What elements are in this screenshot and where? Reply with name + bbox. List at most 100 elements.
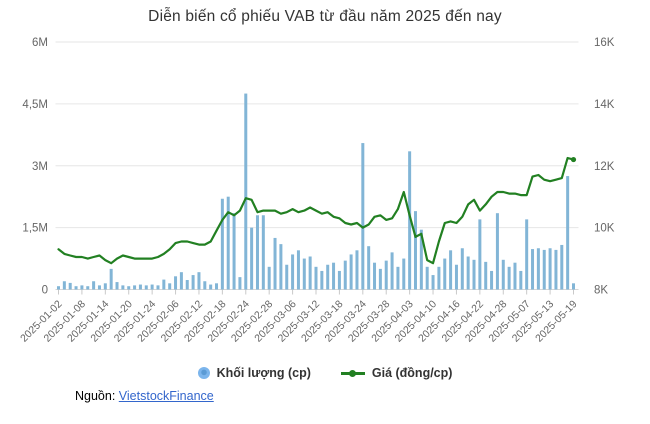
price-line-end-dot — [570, 156, 577, 163]
volume-bar — [320, 270, 324, 290]
volume-bar — [156, 285, 160, 290]
volume-bar — [437, 266, 441, 290]
volume-bar — [215, 283, 219, 290]
volume-bar — [507, 266, 511, 290]
volume-bar — [127, 286, 131, 290]
volume-bar — [361, 143, 365, 290]
volume-bar — [80, 285, 84, 290]
volume-bar — [244, 93, 248, 290]
right-axis-tick-label: 10K — [594, 223, 615, 235]
volume-bar — [250, 227, 254, 290]
source-link[interactable]: VietstockFinance — [118, 389, 214, 403]
chart-title: Diễn biến cổ phiếu VAB từ đầu năm 2025 đ… — [148, 8, 502, 25]
price-series-marker-icon — [340, 367, 365, 379]
left-axis-tick-label: 4,5M — [22, 99, 48, 111]
volume-bar — [554, 249, 558, 290]
volume-bar — [238, 277, 242, 290]
volume-bar — [531, 249, 535, 290]
volume-bar — [490, 270, 494, 290]
volume-bar — [501, 259, 505, 290]
volume-bar — [572, 283, 575, 290]
volume-bar — [109, 268, 113, 290]
right-axis-tick-label: 8K — [594, 285, 608, 297]
volume-bar — [419, 229, 423, 290]
left-axis-tick-label: 1,5M — [22, 223, 48, 235]
volume-bar — [296, 250, 300, 290]
volume-bar — [326, 264, 330, 290]
volume-bar — [373, 262, 377, 290]
volume-bar — [121, 285, 125, 290]
left-axis-tick-label: 6M — [32, 37, 48, 49]
volume-bar — [349, 254, 353, 290]
volume-bar — [431, 275, 435, 290]
volume-bar — [466, 256, 470, 290]
legend-label-volume: Khối lượng (cp) — [216, 366, 311, 380]
volume-bar — [472, 259, 476, 290]
volume-bar — [443, 258, 447, 290]
volume-bar — [86, 286, 90, 290]
volume-bar — [232, 213, 236, 290]
legend-label-price: Giá (đồng/cp) — [371, 366, 453, 380]
volume-bar — [185, 280, 189, 290]
volume-bar — [513, 262, 517, 290]
volume-bar — [197, 272, 201, 290]
legend-item-volume[interactable]: Khối lượng (cp) — [197, 366, 311, 380]
volume-bar — [273, 237, 277, 290]
volume-bar — [115, 282, 119, 290]
volume-bar — [174, 276, 178, 290]
volume-bar — [413, 211, 417, 290]
volume-bar — [566, 176, 570, 290]
volume-series-marker-icon — [197, 367, 210, 379]
volume-bar — [519, 270, 523, 290]
volume-bar — [454, 264, 458, 290]
volume-bar — [255, 215, 259, 290]
volume-bar — [542, 249, 546, 290]
volume-bar — [337, 270, 341, 290]
volume-bar — [314, 266, 318, 290]
volume-bar — [402, 258, 406, 290]
volume-bar — [279, 244, 283, 290]
volume-bar — [97, 285, 101, 290]
volume-bar — [162, 279, 166, 290]
volume-bar — [226, 196, 230, 290]
volume-bar — [191, 275, 195, 290]
volume-bar — [291, 254, 295, 290]
volume-bar — [560, 244, 564, 290]
volume-bar — [74, 286, 78, 290]
volume-bar — [57, 286, 60, 290]
right-axis-tick-label: 14K — [594, 99, 615, 111]
volume-bar — [209, 284, 213, 290]
volume-bar — [536, 248, 540, 290]
volume-bar — [179, 272, 183, 290]
volume-bar — [548, 248, 552, 290]
legend-item-price[interactable]: Giá (đồng/cp) — [340, 366, 453, 380]
volume-bar — [144, 285, 148, 290]
volume-bar — [367, 246, 371, 290]
volume-bar — [525, 219, 529, 290]
volume-bar — [396, 266, 400, 290]
volume-bar — [484, 261, 488, 290]
volume-bar — [68, 282, 72, 290]
price-line — [57, 156, 575, 265]
volume-bar — [220, 198, 224, 290]
left-axis-tick-label: 0 — [42, 285, 48, 297]
volume-bar — [62, 281, 66, 290]
volume-bar — [308, 256, 312, 290]
source-prefix: Nguồn: — [75, 389, 119, 403]
chart-legend: Khối lượng (cp) Giá (đồng/cp) — [0, 366, 650, 380]
source-line: Nguồn: VietstockFinance — [75, 389, 214, 403]
volume-bar — [390, 252, 394, 290]
volume-bar — [150, 284, 154, 290]
volume-bar — [332, 262, 336, 290]
volume-bar — [355, 250, 359, 290]
volume-bar — [408, 151, 412, 290]
volume-bar — [384, 260, 388, 290]
volume-bar — [343, 260, 347, 290]
volume-bar — [449, 250, 453, 290]
volume-bar — [133, 285, 137, 290]
volume-bar — [285, 264, 289, 290]
volume-bar — [92, 281, 96, 290]
volume-bar — [138, 284, 142, 290]
